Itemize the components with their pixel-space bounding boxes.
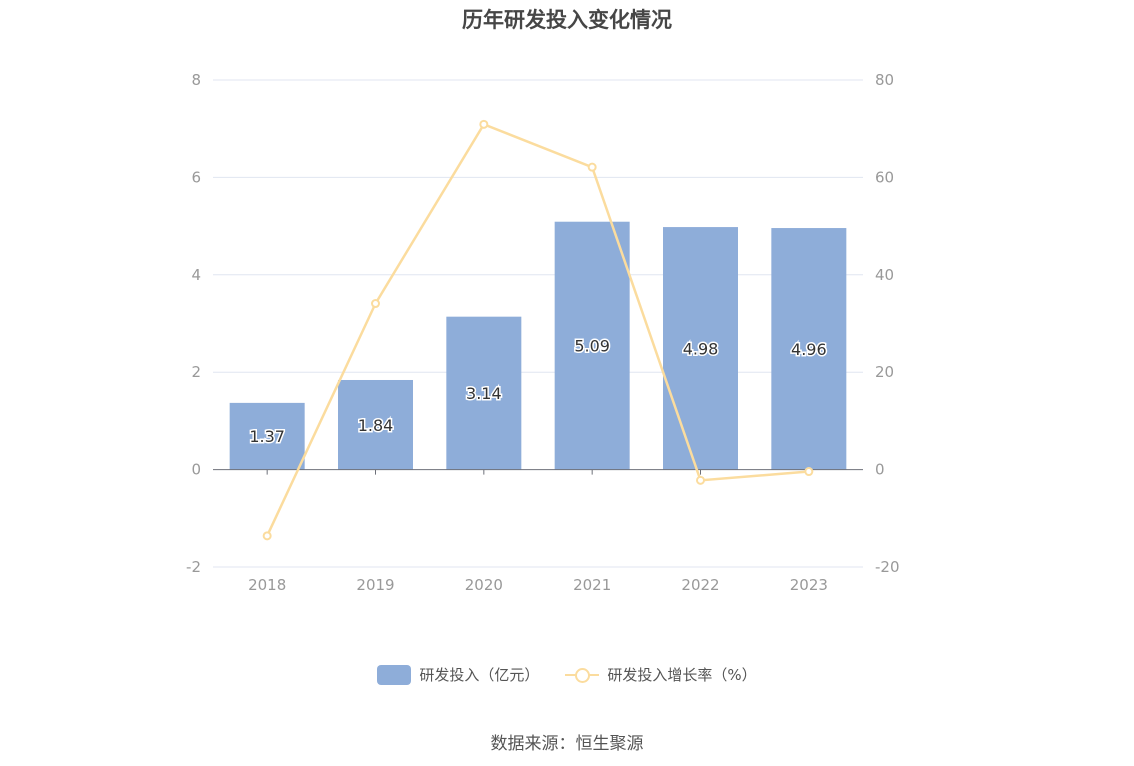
line-point [479,119,489,129]
line-point [696,475,705,485]
bar-value-label: 1.37 [249,427,285,446]
bar [663,227,738,470]
right-axis-ticks: -20 0 20 40 60 80 [875,71,900,576]
x-tick-label: 2023 [790,576,828,594]
left-tick-label: 0 [191,461,201,479]
left-tick-label: 4 [191,266,201,284]
growth-line [266,122,809,537]
x-tick-label: 2021 [573,576,611,594]
bar [554,221,630,470]
bar-value-label: 4.96 [791,340,827,359]
right-tick-label: 60 [875,168,894,186]
bar-series [229,221,847,470]
left-tick-label: 6 [191,168,201,186]
x-tick-label: 2018 [248,576,286,594]
bar [229,402,305,470]
legend-label-bar: 研发投入（亿元） [419,666,540,684]
x-axis: 2018 2019 2020 2021 2022 2023 [213,469,863,594]
legend-item-line[interactable]: 研发投入增长率（%） [565,664,757,685]
bar-value-label: 1.84 [358,416,394,435]
data-source: 数据来源：恒生聚源 [490,734,644,754]
left-axis-ticks: -2 0 2 4 6 8 [186,71,201,576]
x-tick-label: 2022 [681,576,719,594]
line-point [371,299,380,309]
legend-swatch-line [565,665,600,685]
left-tick-label: -2 [186,558,201,576]
bar [446,316,522,470]
right-tick-label: 80 [875,71,894,89]
bar-value-label: 5.09 [574,337,610,356]
left-tick-label: 8 [191,71,201,89]
line-point [587,162,597,172]
line-point [262,531,272,541]
bar [771,228,847,470]
bar-labels: 1.37 1.84 3.14 5.09 4.98 4.96 [248,335,828,448]
line-point [804,467,814,477]
right-tick-label: -20 [875,558,900,576]
legend: 研发投入（亿元） 研发投入增长率（%） [0,664,1134,685]
legend-item-bar[interactable]: 研发投入（亿元） [377,664,539,685]
bar-value-label: 4.98 [683,339,719,358]
x-tick-label: 2020 [465,576,503,594]
legend-label-line: 研发投入增长率（%） [607,666,757,684]
right-tick-label: 20 [875,363,894,381]
right-tick-label: 0 [875,461,885,479]
line-series [262,119,814,541]
x-tick-label: 2019 [356,576,394,594]
grid-lines [213,79,863,568]
left-tick-label: 2 [191,363,201,381]
chart-title: 历年研发投入变化情况 [462,8,672,32]
legend-swatch-bar [377,664,412,685]
bar-value-label: 3.14 [466,384,502,403]
bar [338,379,413,470]
right-tick-label: 40 [875,266,894,284]
